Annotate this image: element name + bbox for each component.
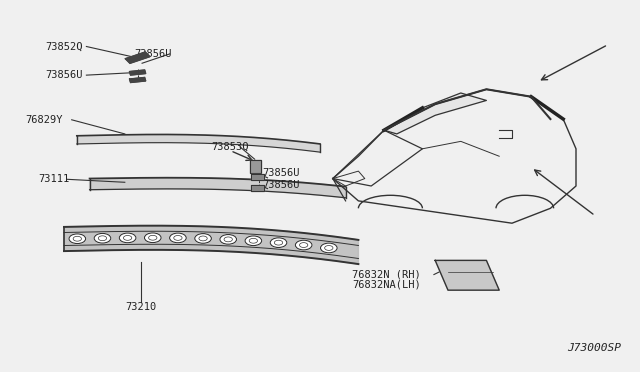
Text: 76832N (RH): 76832N (RH) (352, 270, 420, 280)
Text: 73856U: 73856U (262, 168, 300, 178)
Circle shape (145, 233, 161, 243)
Text: 73856U: 73856U (45, 70, 83, 80)
Text: 73111: 73111 (38, 174, 70, 184)
Circle shape (321, 243, 337, 253)
Text: 73856U: 73856U (262, 180, 300, 190)
Polygon shape (77, 134, 320, 152)
Text: 73210: 73210 (125, 302, 156, 312)
Circle shape (270, 238, 287, 247)
Circle shape (245, 236, 262, 246)
Circle shape (295, 240, 312, 250)
Polygon shape (125, 52, 150, 63)
Text: 73856U: 73856U (134, 49, 172, 59)
Circle shape (195, 234, 211, 243)
Polygon shape (384, 93, 486, 134)
Polygon shape (250, 160, 261, 173)
Polygon shape (90, 178, 346, 198)
Circle shape (69, 234, 86, 244)
Polygon shape (64, 226, 358, 264)
Polygon shape (251, 185, 264, 191)
Text: 76832NA(LH): 76832NA(LH) (352, 280, 420, 290)
Text: 76829Y: 76829Y (26, 115, 63, 125)
Circle shape (119, 233, 136, 243)
Polygon shape (129, 70, 146, 75)
Polygon shape (435, 260, 499, 290)
Text: J73000SP: J73000SP (567, 343, 621, 353)
Circle shape (220, 234, 237, 244)
Circle shape (170, 233, 186, 243)
Polygon shape (129, 77, 146, 83)
Text: 73852Q: 73852Q (45, 42, 83, 51)
Text: 73853Q: 73853Q (211, 142, 249, 152)
Circle shape (94, 233, 111, 243)
Polygon shape (251, 174, 264, 180)
